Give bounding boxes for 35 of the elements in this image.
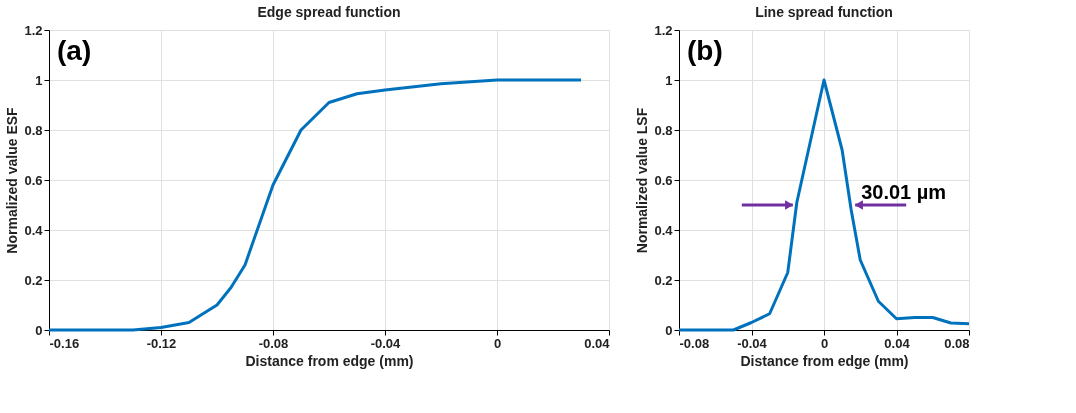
y-tick-label: 0.6 [24,172,43,188]
line-series [47,78,583,332]
y-axis-title: Normalized value ESF [4,106,21,254]
x-tick-label: 0.04 [584,335,611,351]
x-axis-title: Distance from edge (mm) [245,352,414,369]
x-tick-label: 0.08 [944,335,970,351]
y-tick-label: 1 [665,72,673,88]
y-tick-label: 1.2 [654,22,673,38]
x-tick-label: 0 [493,335,502,351]
x-tick-label: -0.04 [737,335,768,351]
x-axis-title: Distance from edge (mm) [740,352,909,369]
chart-title: Line spread function [755,4,893,20]
y-tick-label: 0.2 [24,272,43,288]
y-tick-label: 0.4 [654,222,674,238]
x-tick-label: -0.08 [679,335,710,351]
x-tick-label: -0.16 [49,335,80,351]
annotation: (a) [57,35,92,66]
y-tick-label: 0 [35,322,43,338]
annotation: (b) [687,35,723,66]
y-axis-title: Normalized value LSF [634,107,651,254]
annotation: 30.01 µm [861,181,947,203]
y-tick-label: 0 [665,322,673,338]
x-tick-label: -0.08 [258,335,289,351]
chart-title: Edge spread function [257,4,401,20]
y-tick-label: 0.4 [24,222,44,238]
x-tick-label: -0.04 [370,335,402,351]
y-tick-label: 0.8 [24,122,43,138]
x-tick-label: 0 [820,335,829,351]
x-tick-label: 0.04 [884,335,911,351]
y-tick-label: 1 [35,72,43,88]
y-tick-label: 1.2 [24,22,43,38]
x-tick-label: -0.12 [146,335,177,351]
y-tick-label: 0.8 [654,122,673,138]
y-tick-label: 0.2 [654,272,673,288]
y-tick-label: 0.6 [654,172,673,188]
